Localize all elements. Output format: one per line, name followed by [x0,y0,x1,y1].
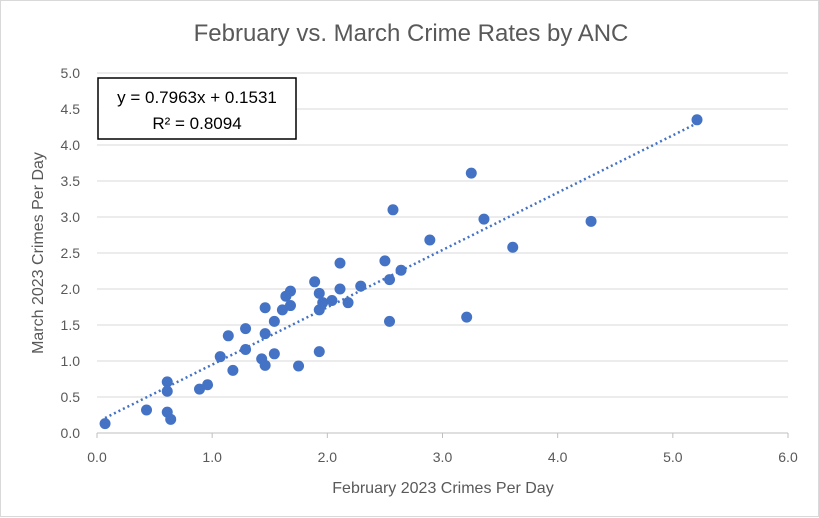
chart-title: February vs. March Crime Rates by ANC [194,20,629,47]
gridlines [97,72,788,398]
data-point-35 [384,274,396,286]
data-point-41 [465,167,477,179]
data-point-34 [379,255,391,267]
data-point-31 [334,257,346,269]
data-point-39 [424,234,436,246]
y-axis-ticks: 0.0 0.5 1.0 1.5 2.0 2.5 3.0 3.5 4.0 4.5 5.0 [61,65,81,441]
data-points [99,114,703,430]
x-tick-label-2: 2.0 [318,449,338,465]
data-point-19 [276,304,288,316]
data-point-16 [259,302,271,314]
data-point-12 [240,343,252,355]
data-point-10 [227,364,239,376]
equation-box: y = 0.7963x + 0.1531 R² = 0.8094 [97,77,297,140]
y-tick-label-5: 2.5 [61,245,81,261]
data-point-43 [507,241,519,253]
data-point-33 [355,280,367,292]
data-point-0 [99,418,111,430]
data-point-28 [317,297,329,309]
y-tick-label-7: 3.5 [61,173,81,189]
x-tick-label-5: 5.0 [663,449,683,465]
x-axis-ticks: 0.0 1.0 2.0 3.0 4.0 5.0 6.0 [87,433,798,465]
y-tick-label-10: 5.0 [61,65,81,81]
y-tick-label-6: 3.0 [61,209,81,225]
data-point-44 [585,215,597,227]
data-point-36 [384,315,396,327]
trendline-equation: y = 0.7963x + 0.1531 [117,88,277,107]
data-point-7 [202,379,214,391]
y-tick-label-2: 1.0 [61,353,81,369]
data-point-25 [313,287,325,299]
data-point-23 [293,360,305,372]
data-point-17 [268,315,280,327]
y-tick-label-3: 1.5 [61,317,81,333]
data-point-29 [326,295,338,307]
data-point-24 [309,276,321,288]
data-point-15 [259,328,271,340]
y-tick-label-8: 4.0 [61,137,81,153]
x-tick-label-4: 4.0 [548,449,568,465]
data-point-18 [268,348,280,360]
data-point-37 [387,204,399,216]
data-point-5 [161,376,173,388]
data-point-6 [193,383,205,395]
equation-box-border [97,77,297,140]
data-point-45 [691,114,703,126]
data-point-11 [240,323,252,335]
y-tick-label-9: 4.5 [61,101,81,117]
x-axis-title: February 2023 Crimes Per Day [332,480,553,497]
data-point-1 [141,404,153,416]
y-tick-label-0: 0.0 [61,425,81,441]
data-point-30 [334,283,346,295]
data-point-38 [395,264,407,276]
data-point-27 [313,346,325,358]
data-point-21 [284,285,296,297]
data-point-4 [161,385,173,397]
data-point-40 [461,311,473,323]
data-point-8 [214,351,226,363]
y-tick-label-1: 0.5 [61,389,81,405]
x-tick-label-1: 1.0 [202,449,222,465]
r-squared-label: R² = 0.8094 [152,114,241,133]
data-point-32 [342,297,354,309]
x-tick-label-0: 0.0 [87,449,107,465]
y-axis-title: March 2023 Crimes Per Day [30,152,47,354]
data-point-14 [259,359,271,371]
y-tick-label-4: 2.0 [61,281,81,297]
data-point-9 [222,330,234,342]
data-point-42 [478,213,490,225]
data-point-22 [284,300,296,312]
x-tick-label-6: 6.0 [778,449,798,465]
data-point-3 [165,413,177,425]
x-tick-label-3: 3.0 [433,449,453,465]
